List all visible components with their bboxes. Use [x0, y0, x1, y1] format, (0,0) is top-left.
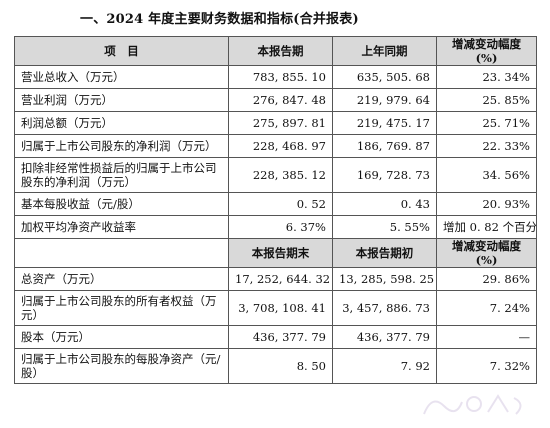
row-current: 436, 377. 79 [228, 325, 333, 349]
section-heading: 一、2024 年度主要财务数据和指标(合并报表) [80, 12, 359, 27]
header-period-end: 本报告期末 [228, 238, 333, 268]
header-item: 项 目 [14, 36, 229, 66]
row-prior: 169, 728. 73 [332, 157, 437, 193]
row-change: 22. 33% [436, 134, 537, 158]
row-item: 股本（万元） [14, 325, 229, 349]
header-current-period: 本报告期 [228, 36, 333, 66]
row-change: 25. 85% [436, 88, 537, 112]
row-change: 20. 93% [436, 192, 537, 216]
row-change: 34. 56% [436, 157, 537, 193]
row-item: 扣除非经常性损益后的归属于上市公司股东的净利润（万元） [14, 157, 229, 193]
header-prior-period: 上年同期 [332, 36, 437, 66]
row-change: 23. 34% [436, 65, 537, 89]
row-prior: 186, 769. 87 [332, 134, 437, 158]
row-change: — [436, 325, 537, 349]
row-prior: 219, 979. 64 [332, 88, 437, 112]
table-row: 营业利润（万元） 276, 847. 48 219, 979. 64 25. 8… [14, 88, 537, 112]
table-header-row: 项 目 本报告期 上年同期 增减变动幅度(%) [14, 36, 537, 66]
table-row: 归属于上市公司股东的所有者权益（万元） 3, 708, 108. 41 3, 4… [14, 290, 537, 326]
row-prior: 635, 505. 68 [332, 65, 437, 89]
row-current: 0. 52 [228, 192, 333, 216]
row-item: 归属于上市公司股东的所有者权益（万元） [14, 290, 229, 326]
row-item: 基本每股收益（元/股） [14, 192, 229, 216]
header-change: 增减变动幅度(%) [436, 238, 537, 268]
row-current: 17, 252, 644. 32 [228, 267, 333, 291]
row-change: 7. 32% [436, 348, 537, 384]
row-current: 783, 855. 10 [228, 65, 333, 89]
row-current: 8. 50 [228, 348, 333, 384]
row-prior: 7. 92 [332, 348, 437, 384]
table-row: 加权平均净资产收益率 6. 37% 5. 55% 增加 0. 82 个百分点 [14, 215, 537, 239]
table-row: 基本每股收益（元/股） 0. 52 0. 43 20. 93% [14, 192, 537, 216]
row-change: 29. 86% [436, 267, 537, 291]
table-header-row: 本报告期末 本报告期初 增减变动幅度(%) [14, 238, 537, 268]
row-item: 加权平均净资产收益率 [14, 215, 229, 239]
row-item: 归属于上市公司股东的每股净资产（元/股） [14, 348, 229, 384]
row-current: 6. 37% [228, 215, 333, 239]
table-row: 股本（万元） 436, 377. 79 436, 377. 79 — [14, 325, 537, 349]
row-prior: 436, 377. 79 [332, 325, 437, 349]
row-change: 25. 71% [436, 111, 537, 135]
financial-data-table: 项 目 本报告期 上年同期 增减变动幅度(%) 营业总收入（万元） 783, 8… [14, 36, 537, 384]
row-prior: 13, 285, 598. 25 [332, 267, 437, 291]
row-current: 228, 385. 12 [228, 157, 333, 193]
header-period-start: 本报告期初 [332, 238, 437, 268]
row-current: 228, 468. 97 [228, 134, 333, 158]
row-prior: 5. 55% [332, 215, 437, 239]
table-row: 利润总额（万元） 275, 897. 81 219, 475. 17 25. 7… [14, 111, 537, 135]
table-row: 扣除非经常性损益后的归属于上市公司股东的净利润（万元） 228, 385. 12… [14, 157, 537, 193]
row-current: 3, 708, 108. 41 [228, 290, 333, 326]
table-row: 总资产（万元） 17, 252, 644. 32 13, 285, 598. 2… [14, 267, 537, 291]
row-prior: 219, 475. 17 [332, 111, 437, 135]
table-row: 归属于上市公司股东的每股净资产（元/股） 8. 50 7. 92 7. 32% [14, 348, 537, 384]
row-current: 276, 847. 48 [228, 88, 333, 112]
row-current: 275, 897. 81 [228, 111, 333, 135]
table-row: 营业总收入（万元） 783, 855. 10 635, 505. 68 23. … [14, 65, 537, 89]
table-row: 归属于上市公司股东的净利润（万元） 228, 468. 97 186, 769.… [14, 134, 537, 158]
header-change: 增减变动幅度(%) [436, 36, 537, 66]
row-change: 7. 24% [436, 290, 537, 326]
row-item: 归属于上市公司股东的净利润（万元） [14, 134, 229, 158]
row-item: 利润总额（万元） [14, 111, 229, 135]
row-prior: 0. 43 [332, 192, 437, 216]
row-item: 营业总收入（万元） [14, 65, 229, 89]
row-change: 增加 0. 82 个百分点 [436, 215, 537, 239]
row-item: 总资产（万元） [14, 267, 229, 291]
watermark-logo-icon [423, 394, 522, 415]
header-blank [14, 238, 229, 268]
row-prior: 3, 457, 886. 73 [332, 290, 437, 326]
row-item: 营业利润（万元） [14, 88, 229, 112]
